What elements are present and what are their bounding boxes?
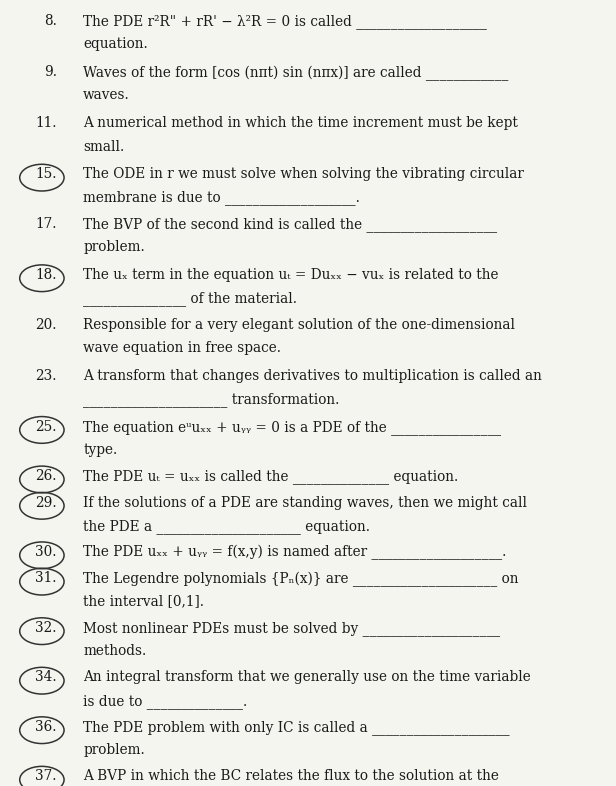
Text: Most nonlinear PDEs must be solved by ____________________: Most nonlinear PDEs must be solved by __… [83,621,500,636]
Text: The PDE r²R" + rR' − λ²R = 0 is called ___________________: The PDE r²R" + rR' − λ²R = 0 is called _… [83,14,487,29]
Text: waves.: waves. [83,88,130,102]
Text: problem.: problem. [83,240,145,254]
Text: 9.: 9. [44,65,57,79]
Text: methods.: methods. [83,644,147,658]
Text: the interval [0,1].: the interval [0,1]. [83,594,204,608]
Text: wave equation in free space.: wave equation in free space. [83,340,281,354]
Text: 20.: 20. [35,318,57,332]
Text: The ODE in r we must solve when solving the vibrating circular: The ODE in r we must solve when solving … [83,167,524,182]
Text: is due to ______________.: is due to ______________. [83,693,248,708]
Text: small.: small. [83,139,124,153]
Text: equation.: equation. [83,37,148,51]
Text: The equation eᵘuₓₓ + uᵧᵧ = 0 is a PDE of the ________________: The equation eᵘuₓₓ + uᵧᵧ = 0 is a PDE of… [83,420,501,435]
Text: 37.: 37. [35,769,57,784]
Text: 31.: 31. [35,571,57,586]
Text: A transform that changes derivatives to multiplication is called an: A transform that changes derivatives to … [83,369,542,383]
Text: 26.: 26. [35,469,57,483]
Text: 23.: 23. [35,369,57,383]
Text: The BVP of the second kind is called the ___________________: The BVP of the second kind is called the… [83,217,497,232]
Text: the PDE a _____________________ equation.: the PDE a _____________________ equation… [83,519,370,534]
Text: 36.: 36. [35,720,57,734]
Text: The PDE uₓₓ + uᵧᵧ = f(x,y) is named after ___________________.: The PDE uₓₓ + uᵧᵧ = f(x,y) is named afte… [83,545,506,560]
Text: _____________________ transformation.: _____________________ transformation. [83,391,339,406]
Text: 30.: 30. [35,545,57,559]
Text: 17.: 17. [35,217,57,231]
Text: 11.: 11. [35,116,57,130]
Text: 32.: 32. [35,621,57,635]
Text: The PDE uₜ = uₓₓ is called the ______________ equation.: The PDE uₜ = uₓₓ is called the _________… [83,469,458,484]
Text: membrane is due to ___________________.: membrane is due to ___________________. [83,190,360,205]
Text: An integral transform that we generally use on the time variable: An integral transform that we generally … [83,670,531,685]
Text: If the solutions of a PDE are standing waves, then we might call: If the solutions of a PDE are standing w… [83,495,527,509]
Text: problem.: problem. [83,743,145,757]
Text: 8.: 8. [44,14,57,28]
Text: 18.: 18. [35,268,57,282]
Text: 29.: 29. [35,495,57,509]
Text: The Legendre polynomials {Pₙ(x)} are _____________________ on: The Legendre polynomials {Pₙ(x)} are ___… [83,571,519,586]
Text: 34.: 34. [35,670,57,685]
Text: Responsible for a very elegant solution of the one-dimensional: Responsible for a very elegant solution … [83,318,515,332]
Text: A numerical method in which the time increment must be kept: A numerical method in which the time inc… [83,116,518,130]
Text: The PDE problem with only IC is called a ____________________: The PDE problem with only IC is called a… [83,720,510,735]
Text: type.: type. [83,443,118,457]
Text: A BVP in which the BC relates the flux to the solution at the: A BVP in which the BC relates the flux t… [83,769,499,784]
Text: The uₓ term in the equation uₜ = Duₓₓ − vuₓ is related to the: The uₓ term in the equation uₜ = Duₓₓ − … [83,268,499,282]
Text: Waves of the form [cos (nπt) sin (nπx)] are called ____________: Waves of the form [cos (nπt) sin (nπx)] … [83,65,509,80]
Text: 25.: 25. [35,420,57,434]
Text: _______________ of the material.: _______________ of the material. [83,291,297,306]
Text: 15.: 15. [35,167,57,182]
